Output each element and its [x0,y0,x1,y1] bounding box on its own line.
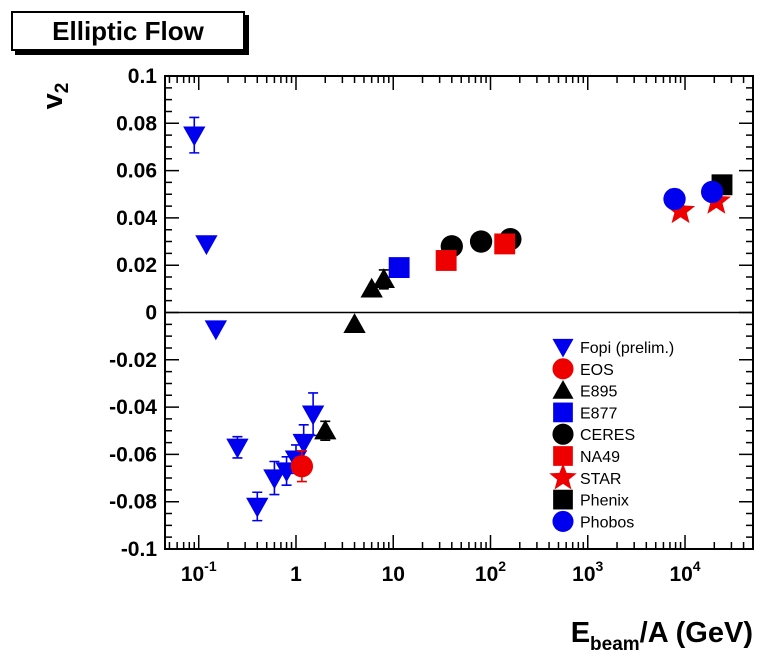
marker-triangle-down [226,438,249,459]
series-e877 [388,257,410,279]
x-tick-label: 1 [290,563,302,586]
legend-label: Phenix [580,493,629,510]
marker-triangle-down [263,469,286,490]
axis-ticks [165,75,754,550]
marker-triangle-down [292,433,315,454]
marker-circle [552,423,574,445]
x-tick-exponent: 4 [693,558,701,574]
marker-square [435,250,457,271]
x-tick-base: 10 [475,563,498,586]
legend-label: Phobos [580,514,634,531]
legend-item: CERES [552,423,635,445]
marker-star [549,463,577,490]
marker-triangle-up [343,313,366,333]
marker-circle [663,187,686,211]
data-points [183,116,733,522]
legend-label: E895 [580,384,617,401]
marker-circle [290,455,314,478]
chart-title-box: Elliptic Flow [11,11,245,51]
series-eos [290,450,314,483]
y-tick-label: -0.06 [109,443,157,466]
y-axis-title: v2 [37,83,73,110]
legend-label: STAR [580,471,621,488]
legend-label: CERES [580,427,635,444]
x-tick-label: 102 [475,558,506,586]
y-axis-title-sub: 2 [52,83,73,94]
x-tick-base: 10 [181,563,204,586]
series-na49 [435,233,516,271]
x-tick-exponent: -1 [204,558,217,574]
marker-triangle-up [372,268,395,289]
y-tick-label: 0.08 [116,112,157,135]
y-tick-label: -0.04 [109,396,157,419]
legend-item: E895 [552,380,617,401]
y-tick-label: -0.02 [109,349,157,372]
y-tick-label: -0.08 [109,491,157,514]
legend: Fopi (prelim.) EOS E895 E877 CERES NA49 STAR Ph… [549,338,674,532]
marker-triangle-down [246,497,269,518]
x-tick-exponent: 2 [498,558,506,574]
legend-item: E877 [553,402,617,423]
y-tick-label: 0.06 [116,160,157,183]
x-tick-label: 10 [382,563,405,586]
marker-triangle-down [195,235,218,256]
legend-label: E877 [580,405,617,422]
legend-item: Fopi (prelim.) [552,338,674,358]
marker-triangle-down [552,338,574,358]
marker-circle [552,510,574,532]
marker-triangle-down [204,320,228,341]
marker-star [666,195,696,224]
tick-marks [165,75,754,550]
x-axis-title-suffix: /A (GeV) [640,617,753,649]
marker-square [494,233,516,255]
marker-triangle-down [183,126,206,147]
marker-square [553,489,573,510]
legend-item: Phobos [552,510,634,532]
tick-labels: 0.1 0.08 0.06 0.04 0.02 0 -0.02 -0.04 -0.06 -0.08… [109,65,701,586]
chart-title: Elliptic Flow [52,15,204,46]
marker-square [388,257,410,279]
legend-item: Phenix [553,489,629,510]
marker-triangle-down [301,405,325,426]
y-tick-label: -0.1 [121,538,158,561]
y-tick-label: 0.02 [116,254,157,277]
series-e895 [314,268,395,442]
marker-circle [700,180,724,204]
x-tick-label: 103 [572,558,603,586]
legend-label: NA49 [580,449,620,466]
legend-item: STAR [549,463,621,490]
marker-circle [469,230,493,253]
legend-item: NA49 [553,446,620,466]
x-axis-title: Ebeam/A (GeV) [571,617,753,655]
x-axis-title-sub: beam [590,634,640,655]
x-tick-label: 10-1 [181,558,217,586]
marker-circle [552,358,574,380]
marker-triangle-up [314,419,337,440]
x-tick-exponent: 3 [596,558,604,574]
legend-label: Fopi (prelim.) [580,340,674,357]
x-tick-base: 10 [669,563,692,586]
legend-item: EOS [552,358,614,380]
marker-triangle-up [360,277,383,298]
x-tick-base: 10 [572,563,595,586]
marker-square [553,446,573,466]
x-tick-label: 104 [669,558,700,586]
y-axis-title-main: v [37,93,69,109]
series-phobos [663,180,724,211]
y-tick-label: 0.04 [116,207,157,230]
marker-square [553,402,573,423]
y-tick-label: 0 [145,302,157,325]
x-axis-title-main: E [571,617,590,649]
legend-label: EOS [580,362,614,379]
y-tick-label: 0.1 [128,65,158,88]
marker-triangle-up [552,380,574,399]
